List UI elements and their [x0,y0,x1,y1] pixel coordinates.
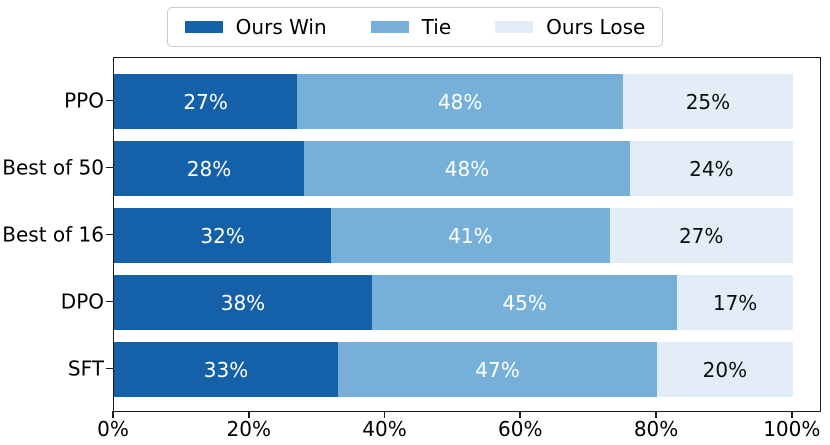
plot-area: 27% 48% 25% 28% 48% 24% 32% 41% 27% 38% 45% 17% 33% 4… [113,57,821,412]
bar-segment-ours-lose: 20% [657,342,793,397]
bar-segment-value: 24% [689,156,734,181]
bar-segment-ours-win: 33% [114,342,338,397]
bar-segment-value: 48% [444,156,490,181]
legend-swatch-icon [370,21,409,33]
y-tick-mark [106,367,113,370]
bar-segment-ours-win: 32% [114,208,332,263]
y-tick-mark [106,300,113,303]
bar-segment-value: 27% [678,223,724,248]
x-tick-mark [791,411,793,418]
legend-label: Ours Win [235,15,327,39]
legend-item-ours-win: Ours Win [184,15,327,39]
bar-segment-value: 45% [502,290,547,315]
bar-segment-ours-lose: 25% [623,74,793,129]
x-tick-mark [247,411,250,418]
y-axis-label: Best of 16 [2,222,104,247]
legend-swatch-icon [184,21,223,33]
y-tick-mark [106,99,113,102]
y-axis-label: Best of 50 [2,155,104,180]
legend: Ours Win Tie Ours Lose [166,7,664,47]
bar-segment-tie: 47% [338,342,658,397]
bar-segment-value: 47% [475,357,520,382]
x-tick-mark [383,411,386,418]
bar-segment-tie: 41% [331,208,610,263]
legend-label: Tie [421,15,452,39]
x-axis-label: 100% [763,417,821,441]
x-tick-mark [112,411,114,418]
bar-segment-value: 27% [183,89,228,114]
y-tick-mark [106,166,113,169]
y-axis-label: PPO [64,88,104,113]
y-tick-mark [106,233,113,236]
bar-segment-tie: 45% [371,275,678,330]
bar-row-best-of-50: 28% 48% 24% [114,141,793,196]
bar-segment-value: 20% [702,357,748,382]
bar-segment-value: 25% [685,89,731,114]
bar-segment-tie: 48% [304,141,630,196]
bar-segment-ours-win: 38% [114,275,372,330]
y-axis-label: DPO [60,289,104,314]
y-axis-label: SFT [67,356,104,381]
bar-segment-ours-lose: 24% [629,141,793,196]
bar-row-ppo: 27% 48% 25% [114,74,793,129]
bar-row-best-of-16: 32% 41% 27% [114,208,793,263]
x-tick-mark [519,411,522,418]
x-axis-label: 60% [498,417,543,441]
bar-segment-ours-lose: 27% [609,208,793,263]
bar-segment-value: 41% [448,223,493,248]
x-axis-label: 80% [633,417,679,441]
bar-segment-ours-win: 28% [114,141,305,196]
bar-segment-value: 38% [220,290,266,315]
bar-segment-value: 32% [200,223,245,248]
legend-container: Ours Win Tie Ours Lose [0,7,830,47]
legend-item-tie: Tie [370,15,452,39]
bar-segment-ours-win: 27% [114,74,298,129]
bar-segment-value: 28% [186,156,232,181]
bar-segment-tie: 48% [297,74,624,129]
bar-segment-value: 48% [437,89,483,114]
legend-swatch-icon [495,21,534,33]
bar-row-sft: 33% 47% 20% [114,342,793,397]
bar-segment-value: 17% [712,290,758,315]
x-axis-label: 40% [362,417,407,441]
x-axis-label: 0% [97,417,129,441]
bar-segment-value: 33% [203,357,249,382]
x-tick-mark [655,411,657,418]
legend-label: Ours Lose [546,15,646,39]
bar-segment-ours-lose: 17% [677,275,793,330]
bar-row-dpo: 38% 45% 17% [114,275,793,330]
x-axis-label: 20% [226,417,271,441]
legend-item-ours-lose: Ours Lose [495,16,645,38]
